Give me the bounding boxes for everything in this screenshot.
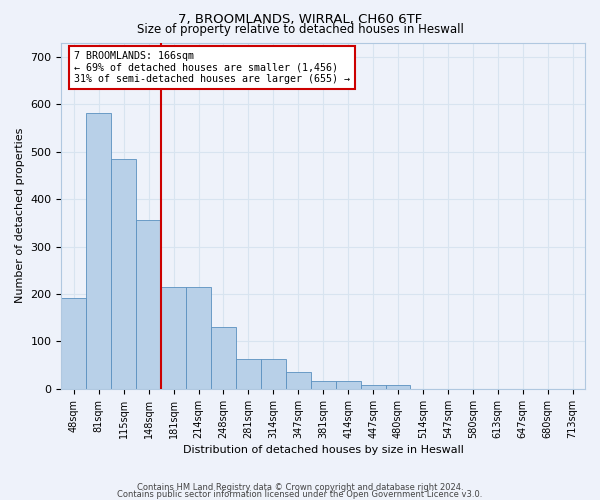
Text: Contains public sector information licensed under the Open Government Licence v3: Contains public sector information licen… bbox=[118, 490, 482, 499]
Bar bbox=[86, 112, 111, 389]
X-axis label: Distribution of detached houses by size in Heswall: Distribution of detached houses by size … bbox=[183, 445, 464, 455]
Bar bbox=[311, 381, 335, 389]
Bar bbox=[186, 287, 211, 389]
Text: Size of property relative to detached houses in Heswall: Size of property relative to detached ho… bbox=[137, 22, 463, 36]
Bar bbox=[211, 327, 236, 389]
Bar bbox=[111, 159, 136, 389]
Text: 7 BROOMLANDS: 166sqm
← 69% of detached houses are smaller (1,456)
31% of semi-de: 7 BROOMLANDS: 166sqm ← 69% of detached h… bbox=[74, 51, 350, 84]
Bar bbox=[361, 384, 386, 389]
Y-axis label: Number of detached properties: Number of detached properties bbox=[15, 128, 25, 304]
Bar bbox=[236, 359, 261, 389]
Bar bbox=[335, 381, 361, 389]
Bar bbox=[136, 220, 161, 389]
Bar bbox=[161, 287, 186, 389]
Text: Contains HM Land Registry data © Crown copyright and database right 2024.: Contains HM Land Registry data © Crown c… bbox=[137, 484, 463, 492]
Text: 7, BROOMLANDS, WIRRAL, CH60 6TF: 7, BROOMLANDS, WIRRAL, CH60 6TF bbox=[178, 12, 422, 26]
Bar bbox=[261, 359, 286, 389]
Bar bbox=[61, 298, 86, 389]
Bar bbox=[286, 372, 311, 389]
Bar bbox=[386, 384, 410, 389]
